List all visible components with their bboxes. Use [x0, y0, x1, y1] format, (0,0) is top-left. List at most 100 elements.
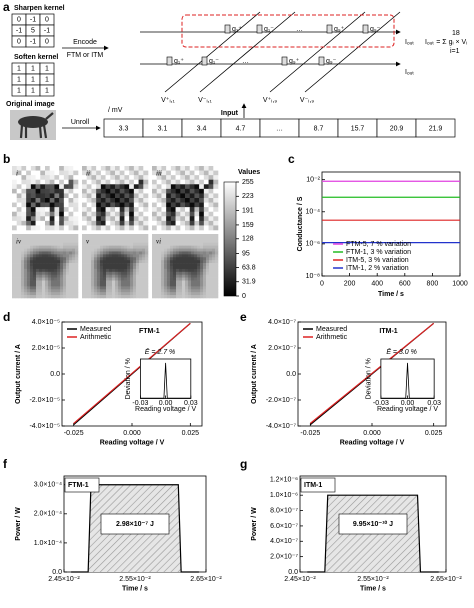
- image-pixel: [179, 248, 183, 252]
- image-pixel: [16, 170, 22, 176]
- image-pixel: [179, 251, 183, 255]
- image-pixel: [139, 289, 143, 293]
- image-pixel: [215, 292, 219, 296]
- image-pixel: [45, 211, 51, 217]
- image-pixel: [155, 257, 159, 261]
- image-pixel: [166, 193, 172, 199]
- image-pixel: [189, 216, 195, 222]
- image-pixel: [105, 198, 111, 203]
- image-pixel: [110, 198, 116, 203]
- image-pixel: [139, 271, 143, 276]
- image-pixel: [203, 225, 209, 231]
- image-pixel: [133, 236, 137, 241]
- image-pixel: [26, 166, 32, 171]
- image-pixel: [115, 202, 121, 208]
- image-pixel: [97, 263, 101, 267]
- image-pixel: [142, 239, 146, 244]
- image-pixel: [106, 234, 110, 238]
- image-pixel: [158, 260, 162, 264]
- image-pixel: [12, 263, 16, 267]
- image-pixel: [194, 211, 200, 217]
- image-pixel: [36, 263, 40, 267]
- image-pixel: [189, 207, 195, 213]
- image-pixel: [143, 207, 149, 213]
- image-pixel: [155, 266, 159, 270]
- image-pixel: [191, 271, 195, 276]
- image-pixel: [194, 277, 198, 281]
- image-pixel: [45, 184, 51, 190]
- image-pixel: [188, 254, 192, 258]
- image-pixel: [36, 266, 40, 270]
- image-pixel: [85, 274, 89, 278]
- image-pixel: [158, 271, 162, 276]
- image-pixel: [145, 251, 149, 255]
- image-pixel: [60, 274, 64, 278]
- image-pixel: [33, 286, 37, 290]
- image-pixel: [206, 283, 210, 287]
- image-pixel: [179, 257, 183, 261]
- image-pixel: [12, 251, 16, 255]
- image-pixel: [24, 277, 28, 281]
- image-pixel: [72, 271, 76, 276]
- image-pixel: [36, 236, 40, 241]
- image-pixel: [15, 289, 19, 293]
- image-pixel: [21, 216, 27, 222]
- image-pixel: [18, 277, 22, 281]
- image-pixel: [109, 260, 113, 264]
- image-pixel: [40, 225, 46, 231]
- image-pixel: [212, 280, 216, 284]
- title-box: [64, 477, 100, 493]
- image-pixel: [129, 184, 135, 190]
- image-pixel: [170, 188, 176, 194]
- image-pixel: [142, 263, 146, 267]
- image-pixel: [73, 207, 79, 213]
- image-pixel: [152, 271, 156, 276]
- image-label: vi: [156, 238, 161, 246]
- y-tick-label: 8.0×10⁻⁷: [270, 507, 298, 514]
- image-pixel: [139, 236, 143, 241]
- image-pixel: [170, 266, 174, 270]
- image-pixel: [161, 257, 165, 261]
- image-pixel: [103, 236, 107, 241]
- image-pixel: [112, 280, 116, 284]
- image-pixel: [51, 234, 55, 238]
- image-pixel: [42, 236, 46, 241]
- image-pixel: [197, 236, 201, 241]
- image-pixel: [121, 263, 125, 267]
- image-pixel: [161, 251, 165, 255]
- image-pixel: [112, 242, 116, 246]
- image-pixel: [161, 236, 165, 241]
- image-pixel: [115, 277, 119, 281]
- image-pixel: [121, 234, 125, 238]
- image-pixel: [39, 268, 43, 273]
- image-pixel: [118, 263, 122, 267]
- image-pixel: [69, 248, 73, 252]
- image-pixel: [194, 202, 200, 208]
- image-pixel: [180, 188, 186, 194]
- image-pixel: [82, 292, 86, 296]
- image-pixel: [30, 263, 34, 267]
- image-pixel: [96, 220, 102, 226]
- image-pixel: [109, 234, 113, 238]
- image-pixel: [72, 286, 76, 290]
- image-pixel: [103, 257, 107, 261]
- image-pixel: [68, 211, 74, 217]
- image-pixel: [209, 289, 213, 293]
- image-pixel: [27, 292, 31, 296]
- panel-label: a: [3, 0, 10, 14]
- image-pixel: [91, 254, 95, 258]
- image-pixel: [54, 268, 58, 273]
- y-axis-label: Conductance / S: [297, 196, 304, 251]
- image-pixel: [197, 257, 201, 261]
- image-pixel: [203, 193, 209, 199]
- image-pixel: [21, 188, 27, 194]
- image-pixel: [15, 260, 19, 264]
- image-pixel: [119, 220, 125, 226]
- image-pixel: [12, 286, 16, 290]
- image-pixel: [48, 234, 52, 238]
- image-pixel: [167, 295, 171, 299]
- image-pixel: [156, 220, 162, 226]
- image-pixel: [40, 166, 46, 171]
- image-pixel: [36, 248, 40, 252]
- image-pixel: [145, 263, 149, 267]
